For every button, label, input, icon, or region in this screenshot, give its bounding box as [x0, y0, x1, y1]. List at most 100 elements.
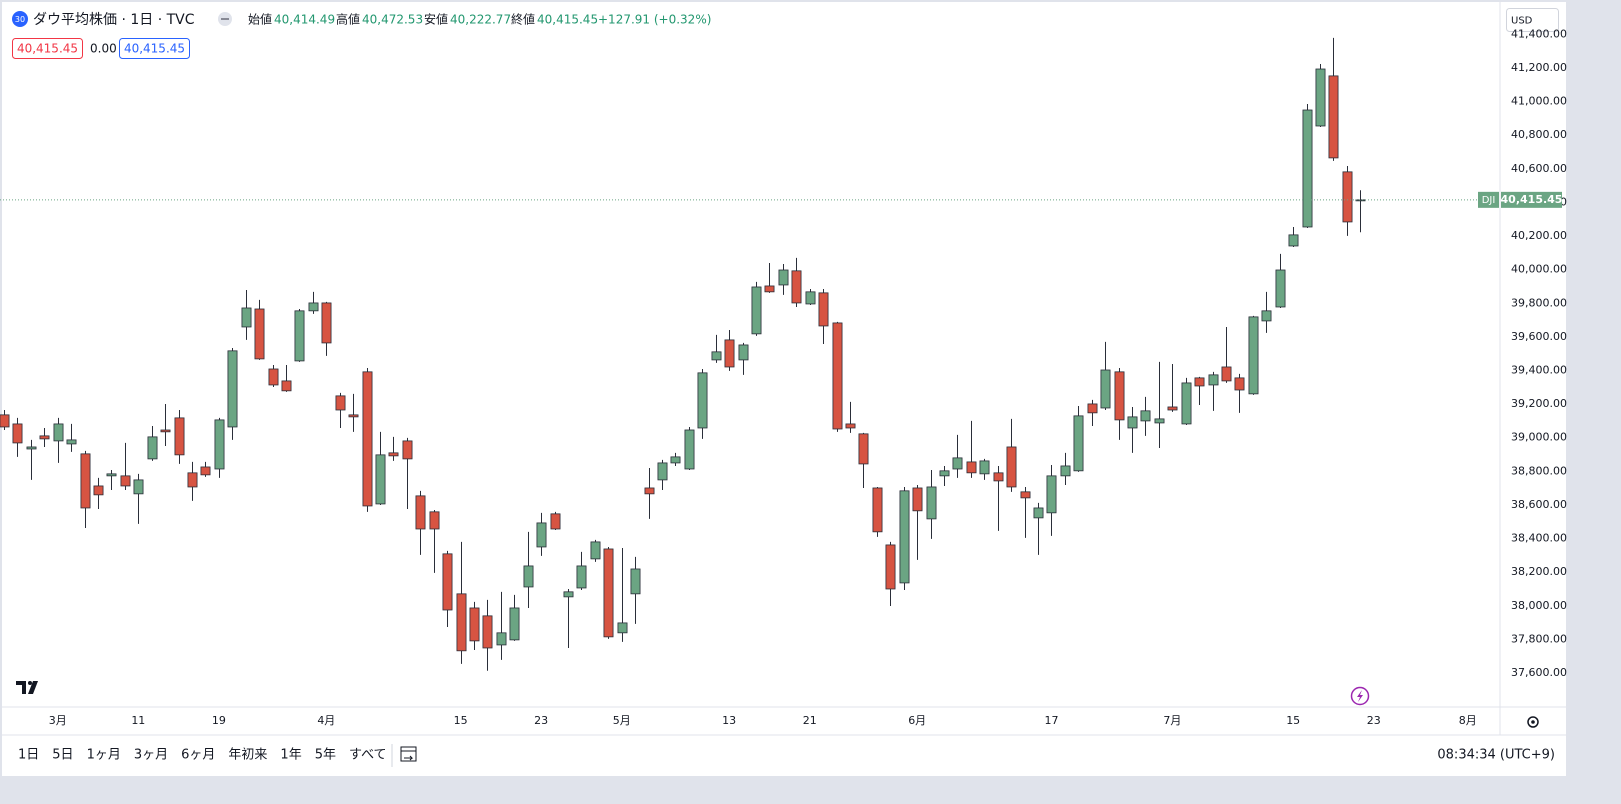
range-button[interactable]: 5年	[315, 748, 336, 763]
candle	[388, 436, 399, 461]
body	[670, 456, 681, 464]
body	[147, 436, 158, 460]
range-button[interactable]: 1日	[18, 748, 39, 763]
candle	[26, 439, 37, 480]
y-tick-label: 38,200.00	[1511, 565, 1567, 578]
body	[644, 487, 655, 495]
bid-value: 40,415.45	[17, 42, 78, 56]
body	[738, 344, 749, 361]
body	[778, 269, 789, 286]
candle	[644, 467, 655, 519]
candle	[120, 442, 131, 490]
logo-part	[28, 681, 38, 694]
candle	[39, 427, 50, 447]
body	[442, 553, 453, 611]
event-icon[interactable]	[1350, 686, 1370, 706]
candle	[106, 469, 117, 490]
open-value: 40,414.49	[274, 13, 335, 27]
body	[1033, 507, 1044, 519]
body	[952, 457, 963, 470]
candle	[294, 308, 305, 362]
y-tick-label: 38,000.00	[1511, 599, 1567, 612]
body	[214, 419, 225, 470]
body	[791, 270, 802, 304]
candle	[214, 417, 225, 478]
range-button[interactable]: 1ヶ月	[87, 748, 121, 763]
body	[1181, 382, 1192, 425]
range-button[interactable]: 6ヶ月	[181, 748, 215, 763]
candle	[1234, 373, 1245, 413]
x-tick-label: 7月	[1163, 714, 1181, 727]
body	[993, 472, 1004, 482]
range-button[interactable]: 5日	[52, 748, 73, 763]
candle	[1114, 367, 1125, 440]
x-tick-label: 8月	[1459, 714, 1477, 727]
body	[926, 486, 937, 520]
candle	[308, 291, 319, 314]
symbol-tag-text: DJI	[1482, 195, 1496, 206]
candle	[469, 601, 480, 650]
body	[1020, 491, 1031, 499]
body	[764, 285, 775, 293]
ask-value: 40,415.45	[124, 42, 185, 56]
body	[858, 433, 869, 465]
candle	[1315, 63, 1326, 127]
candle	[711, 334, 722, 363]
body	[227, 350, 238, 428]
body	[1208, 374, 1219, 386]
body	[241, 307, 252, 328]
symbol-title: ダウ平均株価 · 1日 · TVC	[33, 12, 195, 28]
candle	[872, 486, 883, 537]
candle	[805, 288, 816, 305]
calendar-icon[interactable]	[391, 744, 417, 767]
candle	[187, 461, 198, 501]
candle	[912, 484, 923, 560]
candle	[80, 450, 91, 528]
body	[550, 513, 561, 530]
candle	[603, 546, 614, 639]
body	[1261, 310, 1272, 322]
candle	[227, 347, 238, 440]
body	[1248, 316, 1259, 395]
settings-icon[interactable]	[1527, 716, 1539, 728]
candle	[174, 409, 185, 464]
candle	[429, 509, 440, 573]
close-label: 終値	[511, 12, 535, 27]
range-button[interactable]: 1年	[280, 748, 301, 763]
change-value: +127.91 (+0.32%)	[598, 13, 711, 27]
candle	[1248, 315, 1259, 395]
body	[53, 423, 64, 442]
body	[684, 429, 695, 470]
body	[509, 607, 520, 641]
body	[617, 622, 628, 634]
range-button[interactable]: すべて	[349, 748, 387, 763]
body	[1342, 171, 1353, 223]
range-button[interactable]: 3ヶ月	[134, 748, 168, 763]
candle	[415, 490, 426, 555]
body	[603, 548, 614, 638]
body	[482, 615, 493, 649]
bid-box[interactable]	[12, 38, 83, 59]
candle	[550, 511, 561, 530]
currency-button[interactable]	[1506, 8, 1559, 32]
y-tick-label: 39,200.00	[1511, 397, 1567, 410]
body	[496, 632, 507, 646]
body	[335, 395, 346, 411]
candle	[442, 550, 453, 627]
candle	[1181, 377, 1192, 425]
ask-box[interactable]	[119, 38, 190, 59]
body	[939, 470, 950, 477]
candle	[966, 420, 977, 478]
candle	[764, 262, 775, 293]
candle	[617, 547, 628, 642]
candle	[133, 473, 144, 524]
candle	[1221, 326, 1232, 383]
body	[415, 495, 426, 530]
y-tick-label: 40,800.00	[1511, 128, 1567, 141]
last-price-tag	[1501, 191, 1562, 208]
range-button[interactable]: 年初来	[228, 748, 267, 763]
candle	[590, 539, 601, 562]
body	[832, 322, 843, 430]
candle	[200, 461, 211, 477]
